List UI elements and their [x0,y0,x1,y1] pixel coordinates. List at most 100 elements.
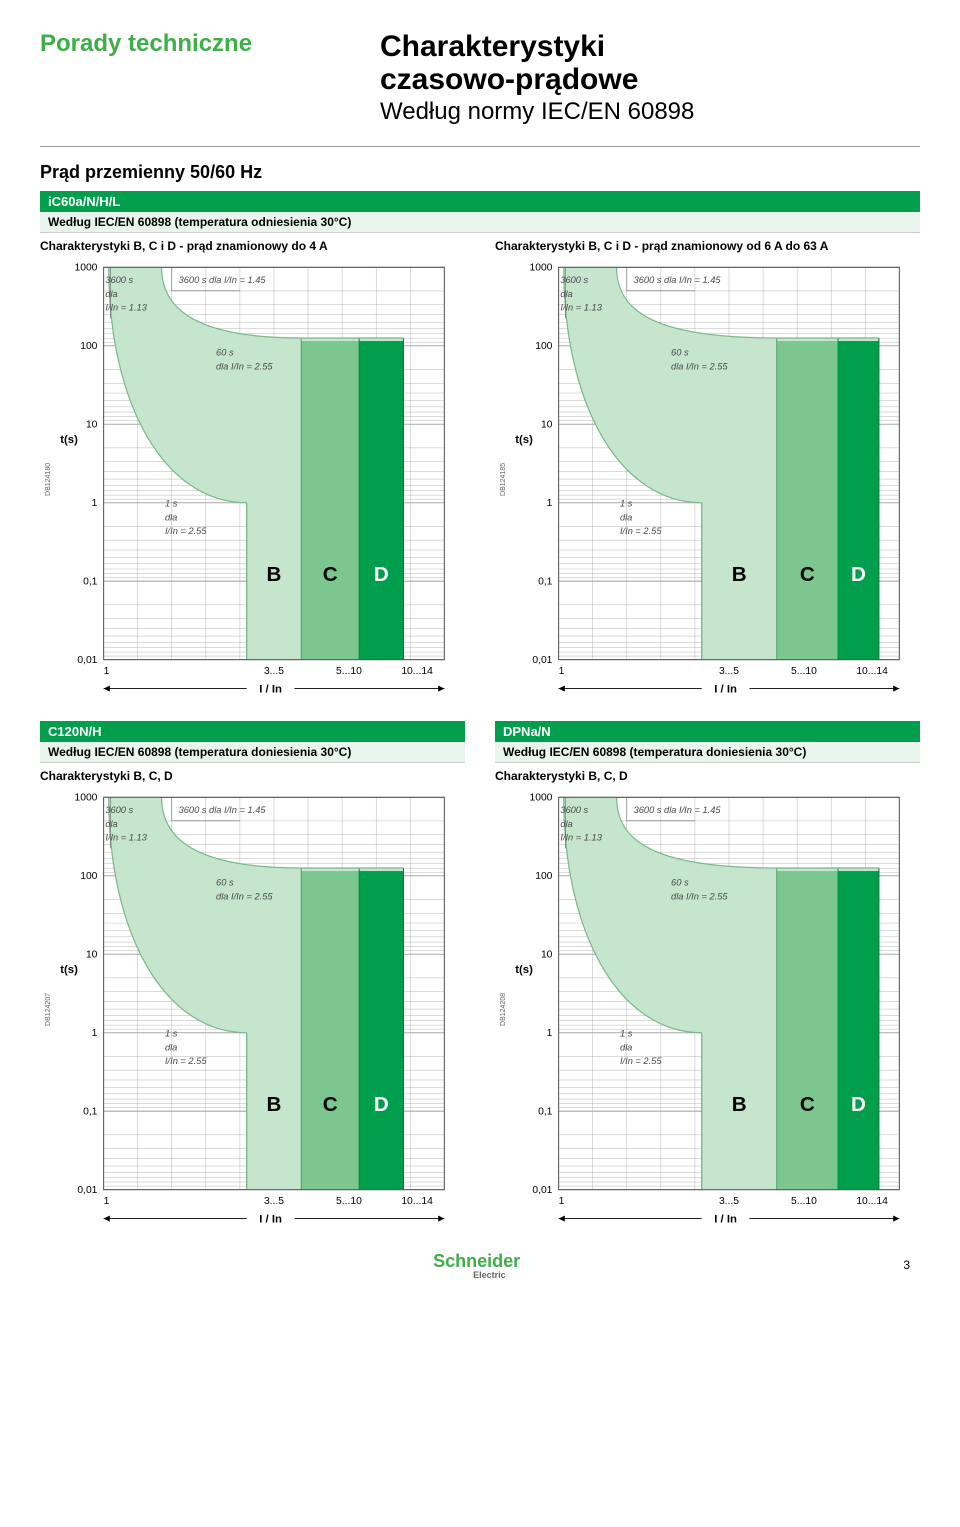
standard-bar-2b: Według IEC/EN 60898 (temperatura doniesi… [495,742,920,763]
page-title-line1: Charakterystyki [380,30,694,63]
svg-text:dla I/In = 2.55: dla I/In = 2.55 [216,891,273,901]
svg-text:0,01: 0,01 [77,655,97,666]
svg-text:I/In = 1.13: I/In = 1.13 [560,832,602,842]
svg-text:1: 1 [559,1196,565,1207]
svg-text:t(s): t(s) [515,964,533,976]
svg-text:t(s): t(s) [515,434,533,446]
svg-text:I / In: I / In [259,684,282,696]
svg-text:1: 1 [104,1196,110,1207]
svg-text:0,1: 0,1 [538,1106,553,1117]
svg-text:1: 1 [559,666,565,677]
svg-text:1: 1 [92,498,98,509]
svg-text:3600 s dla I/In = 1.45: 3600 s dla I/In = 1.45 [634,805,722,815]
svg-text:I/In = 2.55: I/In = 2.55 [620,1056,662,1066]
svg-text:0,1: 0,1 [538,576,553,587]
svg-text:1000: 1000 [74,792,97,803]
svg-text:dla I/In = 2.55: dla I/In = 2.55 [671,361,728,371]
svg-text:B: B [732,563,747,586]
svg-text:100: 100 [80,871,97,882]
svg-text:C: C [323,563,338,586]
svg-text:dla: dla [620,1042,632,1052]
svg-text:B: B [267,1093,282,1116]
svg-text:1: 1 [92,1028,98,1039]
svg-text:3...5: 3...5 [264,666,284,677]
svg-text:C: C [800,563,815,586]
trip-curve-chart: B C D 3600 s dla I/In = 1.45 3600 s dla I/In =… [507,787,920,1231]
svg-text:dla: dla [105,819,117,829]
page-title-line2: czasowo-prądowe [380,63,694,96]
svg-text:I / In: I / In [714,684,737,696]
svg-text:60 s: 60 s [671,878,689,888]
chart-title-1b: Charakterystyki B, C i D - prąd znamiono… [495,233,920,257]
svg-text:D: D [851,1093,866,1116]
trip-curve-chart: BCD3600 s dla I/In = 1.453600 sdlaI/In =… [52,787,465,1231]
section-heading: Prąd przemienny 50/60 Hz [40,162,920,183]
svg-text:0,1: 0,1 [83,576,98,587]
svg-text:I/In = 2.55: I/In = 2.55 [165,1056,207,1066]
svg-text:D: D [374,1093,389,1116]
chart-code-1a: DB124180 [40,257,52,701]
svg-text:I / In: I / In [259,1214,282,1226]
svg-text:100: 100 [80,341,97,352]
svg-text:0,01: 0,01 [532,655,552,666]
svg-text:dla: dla [620,512,632,522]
svg-text:3600 s: 3600 s [560,275,588,285]
svg-text:10: 10 [541,419,553,430]
svg-text:0,1: 0,1 [83,1106,98,1117]
svg-text:1 s: 1 s [620,1029,633,1039]
device-bar-2a: C120N/H [40,721,465,742]
svg-text:dla: dla [560,819,572,829]
trip-curve-chart: B C D 3600 s dla I/In = 1.45 3600 s dla I/In =… [507,257,920,701]
standard-bar-2a: Według IEC/EN 60898 (temperatura doniesi… [40,742,465,763]
svg-text:3600 s dla I/In = 1.45: 3600 s dla I/In = 1.45 [179,805,267,815]
chart-code-2a: DB124207 [40,787,52,1231]
svg-text:60 s: 60 s [216,348,234,358]
chart-code-1b: DB124185 [495,257,507,701]
svg-text:D: D [851,563,866,586]
svg-text:I/In = 1.13: I/In = 1.13 [105,302,147,312]
svg-text:3600 s: 3600 s [560,805,588,815]
svg-text:5...10: 5...10 [336,1196,362,1207]
svg-text:3600 s dla I/In = 1.45: 3600 s dla I/In = 1.45 [634,275,722,285]
chart-title-1a: Charakterystyki B, C i D - prąd znamiono… [40,233,465,257]
divider [40,146,920,147]
svg-text:I/In = 2.55: I/In = 2.55 [620,526,662,536]
svg-text:I / In: I / In [714,1214,737,1226]
svg-text:10: 10 [541,949,553,960]
svg-text:10...14: 10...14 [856,666,888,677]
device-bar-2b: DPNa/N [495,721,920,742]
svg-text:3...5: 3...5 [264,1196,284,1207]
chart-code-2b: DB124208 [495,787,507,1231]
svg-text:3...5: 3...5 [719,1196,739,1207]
svg-text:C: C [800,1093,815,1116]
svg-text:B: B [732,1093,747,1116]
chart-title-2b: Charakterystyki B, C, D [495,763,920,787]
svg-text:t(s): t(s) [60,434,78,446]
svg-text:1: 1 [547,1028,553,1039]
svg-text:1000: 1000 [529,792,552,803]
standard-bar-1: Według IEC/EN 60898 (temperatura odniesi… [40,212,920,233]
svg-text:0,01: 0,01 [77,1185,97,1196]
svg-text:3...5: 3...5 [719,666,739,677]
svg-text:dla I/In = 2.55: dla I/In = 2.55 [216,361,273,371]
svg-text:dla: dla [560,289,572,299]
page-number: 3 [903,1258,910,1272]
svg-text:dla: dla [165,1042,177,1052]
svg-text:1 s: 1 s [620,499,633,509]
svg-text:1000: 1000 [74,262,97,273]
svg-text:1 s: 1 s [165,499,178,509]
svg-text:100: 100 [535,871,552,882]
svg-text:5...10: 5...10 [791,1196,817,1207]
svg-text:I/In = 1.13: I/In = 1.13 [105,832,147,842]
chart-title-2a: Charakterystyki B, C, D [40,763,465,787]
page-subtitle: Według normy IEC/EN 60898 [380,98,694,126]
svg-text:100: 100 [535,341,552,352]
svg-text:1: 1 [547,498,553,509]
svg-text:1: 1 [104,666,110,677]
device-bar-1: iC60a/N/H/L [40,191,920,212]
svg-text:3600 s: 3600 s [105,275,133,285]
svg-text:3600 s dla I/In = 1.45: 3600 s dla I/In = 1.45 [179,275,267,285]
svg-text:t(s): t(s) [60,964,78,976]
svg-text:I/In = 1.13: I/In = 1.13 [560,302,602,312]
svg-text:dla: dla [165,512,177,522]
